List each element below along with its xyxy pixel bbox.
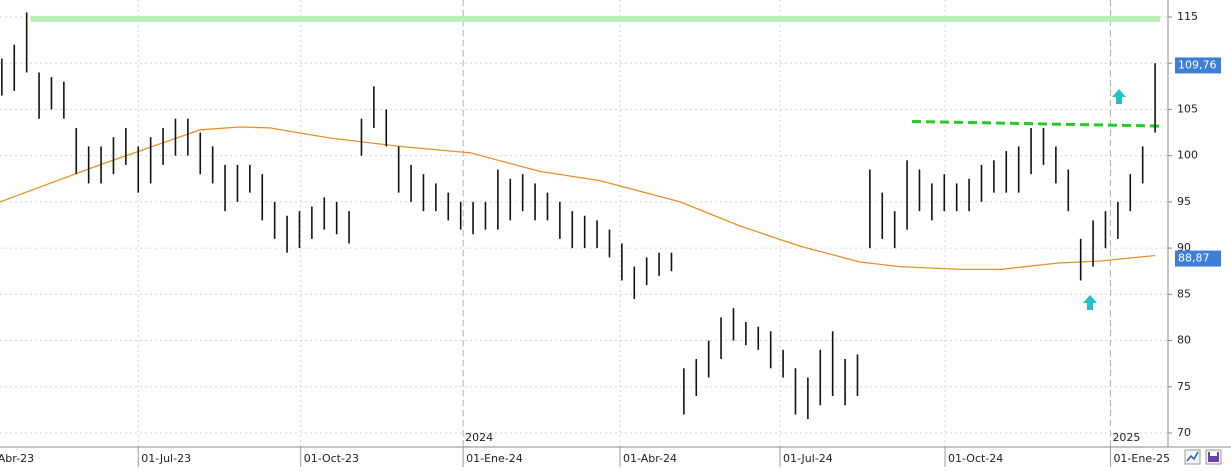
x-tick-label: 01-Oct-24 — [948, 452, 1003, 465]
y-tick-label: 85 — [1177, 287, 1191, 300]
y-tick-label: 100 — [1177, 149, 1198, 162]
y-tick-label: 95 — [1177, 195, 1191, 208]
x-tick-label: 01-Abr-24 — [623, 452, 677, 465]
y-tick-label: 115 — [1177, 10, 1198, 23]
x-tick-label: 01-Oct-23 — [304, 452, 359, 465]
x-tick-label: 01-Ene-24 — [466, 452, 523, 465]
price-label-box — [1175, 57, 1221, 74]
year-label: 2024 — [465, 431, 493, 444]
x-tick-label: 01-Ene-25 — [1113, 452, 1170, 465]
x-tick-label: 01-Abr-23 — [0, 452, 34, 465]
arrow-annotation — [1083, 295, 1097, 310]
price-label: 109,76 — [1178, 58, 1217, 71]
year-label: 2025 — [1112, 431, 1140, 444]
save-icon[interactable] — [1205, 449, 1222, 465]
price-label-box — [1175, 250, 1221, 267]
x-tick-label: 01-Jul-23 — [141, 452, 191, 465]
price-label: 88,87 — [1178, 252, 1210, 265]
moving-average — [0, 126, 1156, 271]
x-tick-label: 01-Jul-24 — [783, 452, 833, 465]
y-tick-label: 80 — [1177, 334, 1191, 347]
chart-icon[interactable] — [1184, 449, 1201, 465]
y-tick-label: 75 — [1177, 380, 1191, 393]
y-tick-label: 70 — [1177, 426, 1191, 439]
arrow-annotation — [1112, 89, 1126, 104]
y-tick-label: 105 — [1177, 102, 1198, 115]
